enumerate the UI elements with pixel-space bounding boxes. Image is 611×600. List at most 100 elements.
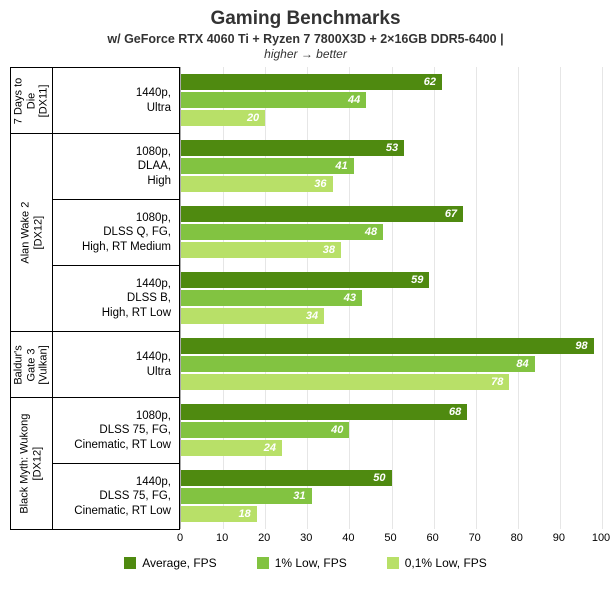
setting-label-block: 1440p,DLSS 75, FG,Cinematic, RT Low <box>52 463 180 529</box>
x-tick: 70 <box>469 532 481 544</box>
setting-label: 1080p,DLSS Q, FG,High, RT Medium <box>82 211 171 254</box>
bar-value: 18 <box>239 508 251 520</box>
setting-label-block: 1440p,Ultra <box>52 331 180 397</box>
bar-value: 34 <box>306 310 318 322</box>
bar-p1: 48 <box>181 224 383 240</box>
legend-label: 1% Low, FPS <box>275 556 347 570</box>
bar-value: 98 <box>575 340 587 352</box>
bar-p01: 24 <box>181 440 282 456</box>
plot-area: 7 Days toDie[DX11] Alan Wake 2[DX12] Baldu… <box>10 67 601 530</box>
legend-item: Average, FPS <box>124 556 216 570</box>
setting-label: 1440p,Ultra <box>136 86 171 115</box>
chart-subtitle: w/ GeForce RTX 4060 Ti + Ryzen 7 7800X3D… <box>10 32 601 46</box>
bar-avg: 62 <box>181 74 442 90</box>
bar-avg: 53 <box>181 140 404 156</box>
game-label-block: Black Myth: Wukong[DX12] <box>10 397 52 529</box>
bar-group: 98 84 78 <box>181 331 601 397</box>
legend-item: 1% Low, FPS <box>257 556 347 570</box>
game-label: 7 Days toDie[DX11] <box>13 77 51 123</box>
bar-avg: 59 <box>181 272 429 288</box>
setting-label: 1080p,DLAA,High <box>136 145 171 188</box>
bar-p1: 44 <box>181 92 366 108</box>
legend: Average, FPS 1% Low, FPS 0,1% Low, FPS <box>10 556 601 570</box>
bar-p1: 41 <box>181 158 354 174</box>
bar-p01: 34 <box>181 308 324 324</box>
bar-p1: 40 <box>181 422 349 438</box>
game-label-block: Alan Wake 2[DX12] <box>10 133 52 331</box>
bar-p1: 31 <box>181 488 312 504</box>
game-label-block: 7 Days toDie[DX11] <box>10 67 52 133</box>
game-label: Baldur'sGate 3[Vulkan] <box>13 344 51 385</box>
bars-area: 62 44 20 53 41 36 67 48 38 59 43 34 98 84 78 68 40 24 50 31… <box>180 67 601 529</box>
bar-p1: 84 <box>181 356 535 372</box>
chart-hint: higher → better <box>10 47 601 61</box>
bar-value: 38 <box>323 244 335 256</box>
bar-value: 40 <box>331 424 343 436</box>
bar-value: 78 <box>491 376 503 388</box>
bar-value: 36 <box>314 178 326 190</box>
bar-p01: 36 <box>181 176 333 192</box>
setting-label: 1080p,DLSS 75, FG,Cinematic, RT Low <box>74 409 171 452</box>
bar-p01: 20 <box>181 110 265 126</box>
legend-swatch <box>257 557 269 569</box>
bar-value: 68 <box>449 406 461 418</box>
setting-label: 1440p,Ultra <box>136 350 171 379</box>
bar-avg: 50 <box>181 470 392 486</box>
x-tick: 40 <box>342 532 354 544</box>
legend-label: Average, FPS <box>142 556 216 570</box>
legend-swatch <box>387 557 399 569</box>
x-tick: 60 <box>426 532 438 544</box>
setting-label-block: 1080p,DLSS 75, FG,Cinematic, RT Low <box>52 397 180 463</box>
x-tick: 30 <box>300 532 312 544</box>
bar-value: 50 <box>373 472 385 484</box>
bar-value: 67 <box>445 208 457 220</box>
legend-item: 0,1% Low, FPS <box>387 556 487 570</box>
x-tick: 20 <box>258 532 270 544</box>
legend-label: 0,1% Low, FPS <box>405 556 487 570</box>
x-tick: 80 <box>511 532 523 544</box>
bar-group: 53 41 36 <box>181 133 601 199</box>
bar-value: 59 <box>411 274 423 286</box>
x-tick: 90 <box>553 532 565 544</box>
setting-label-block: 1080p,DLSS Q, FG,High, RT Medium <box>52 199 180 265</box>
bar-value: 20 <box>247 112 259 124</box>
game-label: Black Myth: Wukong[DX12] <box>19 413 44 513</box>
bar-p01: 18 <box>181 506 257 522</box>
bar-value: 53 <box>386 142 398 154</box>
game-label: Alan Wake 2[DX12] <box>19 202 44 264</box>
x-tick: 10 <box>216 532 228 544</box>
bar-p1: 43 <box>181 290 362 306</box>
setting-label: 1440p,DLSS 75, FG,Cinematic, RT Low <box>74 475 171 518</box>
bar-avg: 67 <box>181 206 463 222</box>
x-tick: 0 <box>177 532 183 544</box>
x-axis: 0102030405060708090100 <box>180 530 601 550</box>
setting-label: 1440p,DLSS B,High, RT Low <box>102 277 171 320</box>
setting-label-block: 1440p,Ultra <box>52 67 180 133</box>
bar-value: 41 <box>335 160 347 172</box>
bar-value: 62 <box>424 76 436 88</box>
y-labels: 7 Days toDie[DX11] Alan Wake 2[DX12] Baldu… <box>10 67 180 530</box>
setting-label-block: 1080p,DLAA,High <box>52 133 180 199</box>
legend-swatch <box>124 557 136 569</box>
benchmark-chart: Gaming Benchmarks w/ GeForce RTX 4060 Ti… <box>0 0 611 582</box>
bar-group: 62 44 20 <box>181 67 601 133</box>
bar-group: 68 40 24 <box>181 397 601 463</box>
bar-avg: 98 <box>181 338 594 354</box>
grid-line <box>602 67 603 529</box>
x-tick: 100 <box>592 532 610 544</box>
x-tick: 50 <box>384 532 396 544</box>
bar-value: 44 <box>348 94 360 106</box>
bar-value: 31 <box>293 490 305 502</box>
bar-value: 84 <box>516 358 528 370</box>
bar-group: 67 48 38 <box>181 199 601 265</box>
chart-title: Gaming Benchmarks <box>10 8 601 30</box>
bar-group: 59 43 34 <box>181 265 601 331</box>
bar-group: 50 31 18 <box>181 463 601 529</box>
bar-value: 24 <box>264 442 276 454</box>
setting-label-block: 1440p,DLSS B,High, RT Low <box>52 265 180 331</box>
bar-p01: 38 <box>181 242 341 258</box>
game-label-block: Baldur'sGate 3[Vulkan] <box>10 331 52 397</box>
bar-p01: 78 <box>181 374 509 390</box>
bar-avg: 68 <box>181 404 467 420</box>
bar-value: 48 <box>365 226 377 238</box>
